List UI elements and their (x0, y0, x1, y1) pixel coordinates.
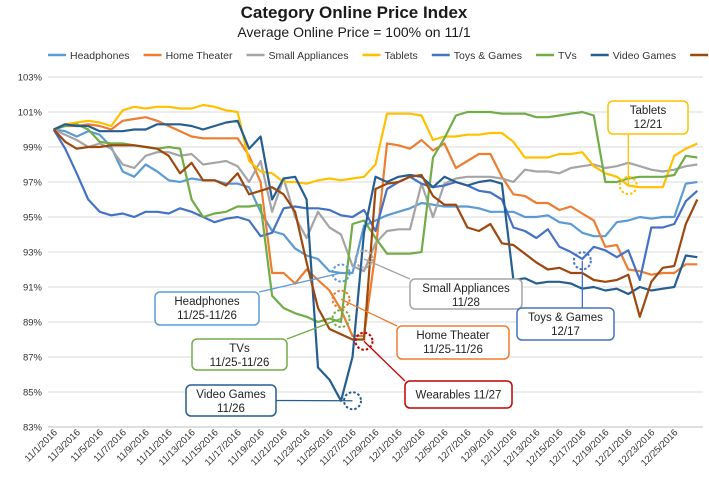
annotation-connector (363, 340, 406, 382)
annotation-date: 12/21 (634, 119, 663, 131)
y-tick-label: 95% (23, 213, 43, 224)
annotation-label: Headphones (174, 296, 239, 308)
annotation-box (154, 291, 260, 326)
annotation-circle (572, 251, 592, 271)
annotation-date: 11/25-11/26 (423, 344, 483, 356)
annotation-circle (618, 176, 638, 195)
annotation-circle (354, 331, 374, 351)
annotation-label: Wearables 11/27 (416, 390, 502, 402)
annotation-circle (331, 289, 351, 309)
y-tick-label: 101% (18, 108, 43, 119)
annotation-connector (363, 258, 411, 280)
annotation-label: Small Appliances (422, 283, 510, 295)
annotation-circle (331, 309, 351, 328)
annotation-circle (343, 391, 363, 411)
legend-label: Home Theater (166, 50, 233, 62)
annotation-connector (258, 272, 342, 293)
series-line-tvs (53, 110, 698, 324)
legend-label: Headphones (70, 50, 130, 62)
annotation-circle (354, 249, 374, 269)
chart-subtitle: Average Online Price = 100% on 11/1 (237, 24, 471, 40)
annotation-box (404, 380, 513, 409)
legend-label: Video Games (613, 50, 676, 62)
annotation-connector (340, 298, 398, 327)
annotation-label: TVs (229, 343, 250, 355)
annotation-circle (331, 263, 351, 283)
annotation-date: 11/25-11/26 (177, 310, 237, 322)
annotation-box (516, 307, 615, 341)
annotation-label: Tablets (630, 105, 667, 117)
series-line-headphones (53, 128, 698, 275)
annotation-box (607, 100, 689, 135)
y-tick-label: 87% (23, 353, 43, 364)
y-tick-label: 93% (23, 248, 43, 259)
annotation-box (409, 278, 523, 310)
annotation-date: 11/25-11/26 (210, 357, 270, 369)
annotation-box (185, 384, 277, 417)
annotation-date: 11/28 (452, 297, 480, 309)
y-axis-ticks: 83% 85% 87% 89% 91% 93% 95% 97% 99% 101% 103% (18, 73, 43, 434)
annotation-box (191, 338, 288, 371)
legend-label: Tablets (384, 50, 417, 62)
annotation-label: Video Games (196, 389, 266, 401)
y-tick-label: 91% (23, 283, 43, 294)
y-tick-label: 85% (23, 388, 43, 399)
y-tick-label: 97% (23, 178, 43, 189)
annotation-date: 11/26 (217, 403, 245, 415)
legend-label: Toys & Games (454, 50, 522, 62)
annotation-connector (286, 317, 342, 340)
annotations: Tablets 12/21 Small Appliances 11/28 Headpho… (154, 100, 689, 417)
y-tick-label: 89% (23, 318, 43, 329)
series-line-wearables (52, 128, 699, 341)
y-tick-label: 99% (23, 143, 43, 154)
chart-title: Category Online Price Index (241, 3, 468, 22)
annotation-label: Toys & Games (528, 312, 603, 324)
annotation-label: Home Theater (416, 330, 489, 342)
y-tick-label: 103% (18, 73, 43, 84)
legend-label: TVs (558, 50, 577, 62)
annotation-box (396, 325, 510, 360)
series-line-toys-games (52, 128, 699, 282)
series-line-video-games (53, 119, 698, 402)
legend: Headphones Home Theater Small Appliances Ta… (48, 50, 709, 62)
x-axis-ticks: 11/1/201611/3/201611/5/201611/7/201611/9… (23, 427, 681, 468)
series-line-home-theater (53, 116, 698, 338)
legend-label: Small Appliances (269, 50, 349, 62)
y-tick-label: 83% (23, 423, 43, 434)
series-line-tablets (53, 103, 698, 189)
series-lines (52, 103, 699, 402)
annotation-date: 12/17 (551, 326, 580, 338)
